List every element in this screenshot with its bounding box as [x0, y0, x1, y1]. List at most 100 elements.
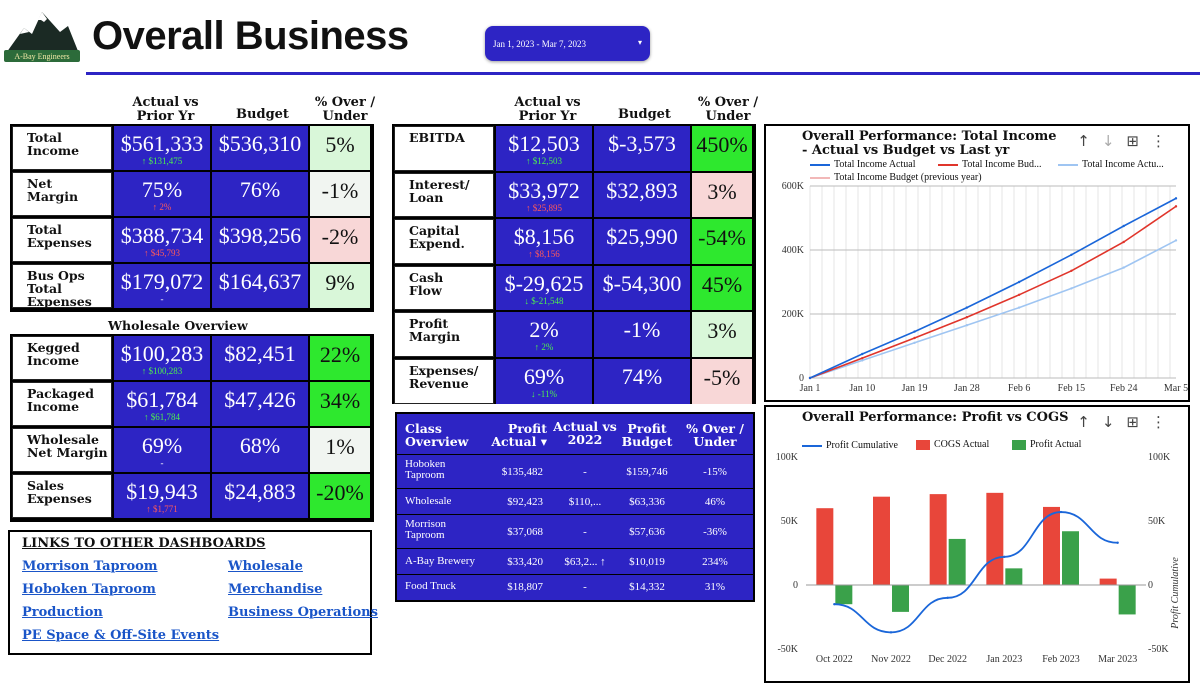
data-point	[1070, 269, 1073, 272]
kpi-row: Capital Expend. $8,156 ↑ $8,156 $25,990 -54%	[394, 219, 752, 264]
class-vs2022: $110,...	[568, 496, 602, 508]
class-budget: $63,336	[629, 496, 665, 508]
profit-cogs-combo-chart: -50K -50K 0 0 50K 50K 100K 100K Profit Cumulativ…	[776, 452, 1181, 665]
more-options-icon[interactable]: ⋮	[1151, 132, 1178, 150]
links-panel: LINKS TO OTHER DASHBOARDS Morrison Tapro…	[8, 530, 378, 655]
y2-tick-label: 50K	[1148, 516, 1166, 527]
wholesale-overview-title: Wholesale Overview	[108, 318, 248, 333]
more-options-icon[interactable]: ⋮	[1151, 413, 1178, 431]
link-pe-space-events[interactable]: PE Space & Off-Site Events	[22, 628, 220, 643]
date-range-picker[interactable]: Jan 1, 2023 - Mar 7, 2023 ▾	[485, 26, 650, 61]
profit-bar	[892, 585, 909, 612]
class-name: Food Truck	[405, 580, 457, 592]
x-tick-label: Nov 2022	[871, 654, 911, 665]
link-wholesale[interactable]: Wholesale	[228, 559, 303, 574]
kpi-budget: $164,637	[212, 264, 308, 308]
kpi-label: Total Income	[12, 126, 112, 170]
class-pct: -15%	[703, 466, 727, 478]
x-tick-label: Jan 2023	[986, 654, 1022, 665]
col-header-pct: % Over / Under	[314, 95, 376, 124]
col-header-actual: Actual vs Prior Yr	[132, 95, 199, 124]
sort-up-icon[interactable]: ↑	[1077, 413, 1102, 431]
data-point	[1017, 293, 1021, 296]
kpi-row: Interest/ Loan $33,972 ↑ $25,895 $32,893 3%	[394, 172, 752, 218]
legend-item: Total Income Actu...	[1058, 159, 1164, 170]
data-point	[913, 336, 916, 340]
y-tick-label: 50K	[781, 516, 799, 527]
kpi-row: Profit Margin 2% ↑ 2% -1% 3%	[394, 312, 752, 357]
class-budget: $57,636	[629, 526, 665, 538]
class-vs2022: -	[583, 581, 587, 593]
data-point	[1017, 280, 1021, 284]
sort-down-icon[interactable]: ↓	[1101, 413, 1127, 431]
data-point	[1122, 266, 1125, 269]
kpi-budget: 76%	[212, 172, 308, 216]
class-profit: $33,420	[507, 556, 543, 568]
legend-item: Total Income Actual	[810, 159, 916, 170]
kpi-budget: $-54,300	[594, 265, 690, 311]
kpi-row: Total Income $561,333 ↑ $131,475 $536,310 5%	[12, 126, 370, 170]
kpi-budget: $398,256	[212, 218, 308, 262]
kpi-label: Packaged Income	[12, 382, 112, 426]
kpi-delta: ↑ $100,283	[141, 366, 183, 376]
y2-tick-label: -50K	[1148, 644, 1169, 655]
link-merchandise[interactable]: Merchandise	[228, 582, 323, 597]
logo-text: A-Bay Engineers	[14, 52, 69, 61]
link-hoboken-taproom[interactable]: Hoboken Taproom	[22, 582, 156, 597]
page-title: Overall Business	[92, 14, 409, 58]
y2-tick-label: 0	[1148, 580, 1153, 591]
kpi-row: Bus Ops Total Expenses $179,072- $164,637 9…	[12, 264, 370, 308]
cogs-bar	[986, 492, 1004, 585]
link-production[interactable]: Production	[22, 605, 103, 620]
x-tick-label: Feb 6	[1008, 383, 1031, 394]
profit-bar	[1118, 585, 1136, 615]
kpi-actual: $561,333 ↑ $131,475	[114, 126, 210, 170]
chart-toolbar: ↑↓⊞⋮	[1077, 413, 1178, 431]
y-tick-label: 0	[793, 580, 798, 591]
sort-up-icon[interactable]: ↑	[1077, 132, 1102, 150]
kpi-label: Interest/ Loan	[394, 172, 494, 218]
kpi-delta: -	[160, 458, 164, 468]
x-tick-label: Mar 2023	[1098, 654, 1137, 665]
kpi-actual: $100,283 ↑ $100,283	[114, 336, 210, 380]
data-point	[1174, 239, 1178, 242]
kpi-pct: 450%	[692, 126, 752, 171]
x-tick-label: Mar 5	[1164, 383, 1188, 394]
y-tick-label: 200K	[782, 309, 805, 320]
x-tick-label: Dec 2022	[928, 654, 967, 665]
kpi-actual: $388,734 ↑ $45,793	[114, 218, 210, 262]
chart-title: Overall Performance: Profit vs COGS	[802, 410, 1069, 425]
kpi-actual: $12,503 ↑ $12,503	[496, 126, 592, 171]
class-profit: $92,423	[507, 496, 543, 508]
kpi-pct: 45%	[692, 265, 752, 311]
class-profit: $135,482	[501, 466, 543, 478]
data-point	[913, 330, 916, 333]
profit-actual-sort-header[interactable]: Profit Actual ▾	[491, 421, 547, 449]
x-tick-label: Feb 24	[1110, 383, 1138, 394]
x-tick-label: Jan 28	[954, 383, 980, 394]
kpi-label: Total Expenses	[12, 218, 112, 262]
profit-budget-col-header: Profit Budget	[621, 421, 673, 449]
data-point	[1070, 287, 1073, 290]
class-pct: 46%	[704, 496, 726, 508]
y2-tick-label: 100K	[1148, 452, 1171, 463]
kpi-delta: ↑ 2%	[152, 202, 172, 212]
kpi-row: EBITDA $12,503 ↑ $12,503 $-3,573 450%	[394, 126, 752, 171]
legend-item: Profit Actual	[1012, 439, 1081, 450]
drill-icon[interactable]: ⊞	[1126, 413, 1151, 431]
data-point	[913, 341, 916, 344]
data-point	[1116, 541, 1119, 544]
link-business-operations[interactable]: Business Operations	[228, 605, 378, 620]
kpi-label: EBITDA	[394, 126, 494, 171]
kpi-pct: -54%	[692, 219, 752, 264]
sort-down-icon[interactable]: ↓	[1101, 132, 1127, 150]
kpi-pct: -1%	[310, 172, 370, 216]
series-line	[809, 197, 1177, 379]
kpi-actual: 69% ↓ -11%	[496, 359, 592, 404]
kpi-budget: 74%	[594, 359, 690, 404]
kpi-label: Expenses/ Revenue	[394, 359, 494, 404]
y-tick-label: -50K	[777, 644, 798, 655]
kpi-row: Kegged Income $100,283 ↑ $100,283 $82,451 22…	[12, 336, 370, 380]
drill-icon[interactable]: ⊞	[1126, 132, 1151, 150]
link-morrison-taproom[interactable]: Morrison Taproom	[22, 559, 158, 574]
